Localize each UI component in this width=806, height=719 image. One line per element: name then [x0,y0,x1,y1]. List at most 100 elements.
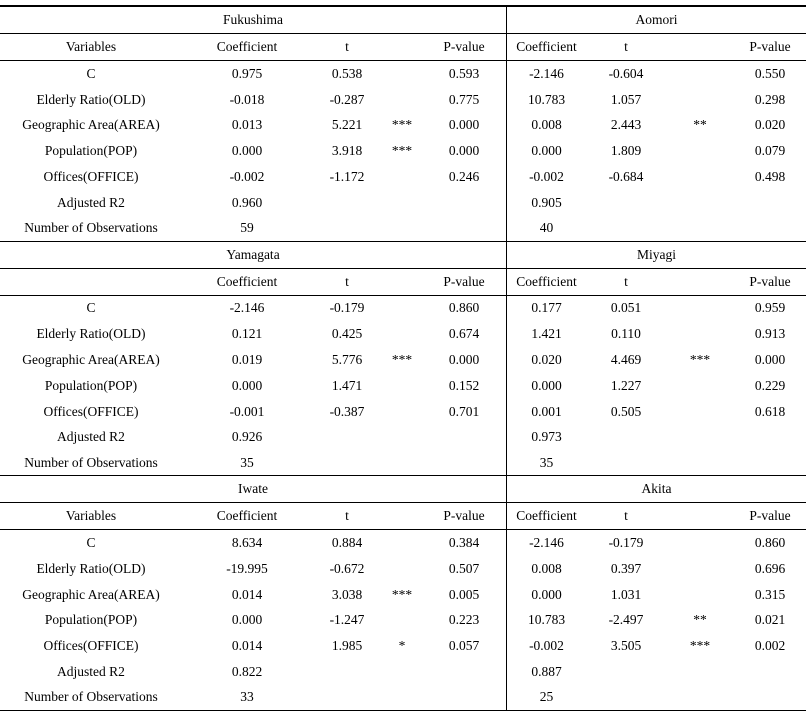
title-row: Fukushima Aomori [0,7,806,34]
cell-coefficient-right: -2.146 [506,530,586,556]
cell-t-left: -1.247 [329,612,365,628]
cell-coefficient-left: 0.000 [231,377,263,393]
cell-coefficient-right: 0.020 [506,347,586,373]
header-row: Variables Coefficient t P-value Coefficient t… [0,34,806,61]
col-header-t-left: t [345,508,349,524]
row-label: Adjusted R2 [57,194,125,210]
cell-significance-right: ** [693,117,707,133]
cell-t-right: -2.497 [608,612,644,628]
row-label: Number of Observations [24,220,158,236]
data-row: Elderly Ratio(OLD) -19.995 -0.672 0.507 0.00… [0,555,806,582]
row-label: Adjusted R2 [57,664,125,680]
cell-t-right: 1.057 [610,91,642,107]
observations-row: Number of Observations 35 35 [0,450,806,477]
cell-significance-left: *** [391,117,413,133]
cell-coefficient-right: 10.783 [506,86,586,113]
cell-p-value-right: 0.550 [754,65,786,81]
cell-significance-right: *** [689,352,711,368]
cell-p-value-right: 0.229 [754,377,786,393]
cell-significance-left: * [398,638,406,654]
col-header-t-right: t [624,39,628,54]
cell-t-left: 1.985 [331,638,363,654]
col-header-p-value-right: P-value [749,508,791,524]
spacer-cell [666,659,734,685]
cell-p-value-left: 0.701 [448,403,480,419]
row-label: Elderly Ratio(OLD) [36,91,146,107]
cell-significance-right [666,582,734,608]
cell-coefficient-right: 0.000 [506,138,586,165]
cell-t-right: 3.505 [610,638,642,654]
col-header-p-value-left: P-value [443,39,485,54]
col-header-t-left: t [345,273,349,289]
cell-significance-right [666,61,734,87]
row-label: Geographic Area(AREA) [22,352,160,368]
spacer-cell [312,685,382,710]
spacer-cell [734,685,806,710]
spacer-cell [586,659,666,685]
spacer-cell [586,216,666,241]
cell-p-value-right: 0.959 [754,300,786,316]
cell-significance-right [666,164,734,190]
cell-t-right: 2.443 [610,117,642,133]
cell-significance-right [666,87,734,113]
cell-adjusted-r2-right: 0.905 [506,189,586,216]
adjusted-r2-row: Adjusted R2 0.822 0.887 [0,659,806,685]
observations-row: Number of Observations 59 40 [0,215,806,242]
cell-coefficient-right: -0.002 [506,164,586,190]
spacer-cell [666,450,734,475]
prefecture-title-right: Aomori [506,7,806,33]
cell-p-value-left: 0.152 [448,377,480,393]
cell-t-right: 4.469 [610,352,642,368]
spacer-cell [586,190,666,216]
spacer-cell [734,450,806,475]
data-row: Population(POP) 0.000 1.471 0.152 0.000 1.227… [0,372,806,399]
row-label: Offices(OFFICE) [43,638,139,654]
cell-coefficient-left: 0.000 [231,143,263,159]
cell-t-left: -0.672 [329,560,365,576]
cell-coefficient-left: 0.019 [231,352,263,368]
cell-significance-right [666,138,734,164]
cell-t-left: 0.538 [331,65,363,81]
adjusted-r2-row: Adjusted R2 0.960 0.905 [0,189,806,216]
spacer-cell [586,425,666,451]
spacer-cell [666,216,734,241]
data-row: Population(POP) 0.000 3.918 *** 0.000 0.000 1.… [0,138,806,165]
cell-p-value-left: 0.860 [448,300,480,316]
cell-p-value-right: 0.000 [754,352,786,368]
col-header-variables: Variables [65,508,117,524]
spacer-cell [586,685,666,710]
cell-significance-right [666,373,734,399]
spacer-cell [422,190,506,216]
spacer-cell [382,659,422,685]
col-header-coefficient-left: Coefficient [216,508,278,524]
data-row: Offices(OFFICE) 0.014 1.985 * 0.057 -0.002 3.5… [0,633,806,660]
cell-coefficient-left: 0.014 [231,638,263,654]
title-row: Yamagata Miyagi [0,241,806,269]
cell-p-value-right: 0.002 [754,638,786,654]
data-row: Geographic Area(AREA) 0.019 5.776 *** 0.000 0… [0,347,806,373]
cell-significance-left: *** [391,143,413,159]
col-header-variables [0,269,182,295]
cell-coefficient-right: -2.146 [506,61,586,87]
cell-coefficient-right: 1.421 [506,321,586,348]
col-header-p-value-right: P-value [749,39,791,54]
title-row: Iwate Akita [0,476,806,504]
cell-coefficient-right: 0.001 [506,398,586,425]
cell-p-value-left: 0.593 [448,65,480,81]
spacer-cell [734,425,806,451]
cell-coefficient-left: 0.014 [231,586,263,602]
cell-observations-right: 40 [506,215,586,241]
col-header-t-right: t [624,508,628,524]
table-section-1: Yamagata Miyagi Coefficient t P-value Coeffic… [0,241,806,477]
cell-t-right: 0.110 [611,326,641,342]
col-header-significance-left [382,34,422,60]
spacer-cell [312,659,382,685]
cell-significance-right [666,530,734,556]
spacer-cell [666,425,734,451]
cell-coefficient-left: -0.002 [229,169,265,185]
data-row: Population(POP) 0.000 -1.247 0.223 10.783 -2.… [0,607,806,634]
table-section-2: Iwate Akita Variables Coefficient t P-value Co… [0,476,806,711]
header-row: Coefficient t P-value Coefficient t P-value [0,268,806,296]
cell-coefficient-right: 0.000 [506,581,586,608]
cell-p-value-right: 0.618 [754,403,786,419]
